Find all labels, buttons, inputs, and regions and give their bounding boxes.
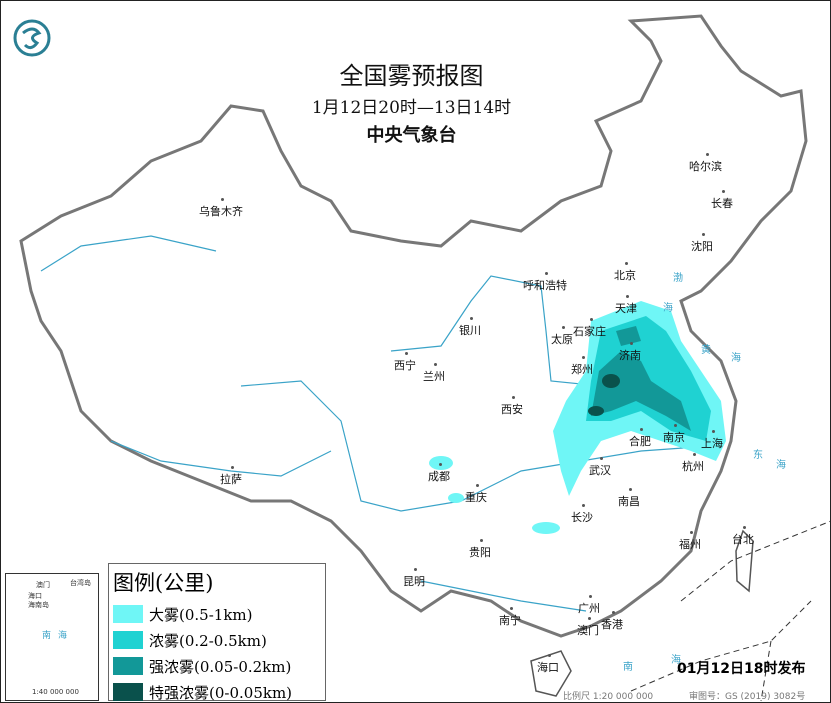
fog-areas — [429, 301, 726, 534]
scale-text: 比例尺 1:20 000 000 — [563, 692, 654, 702]
city-label: 北京 — [614, 262, 636, 282]
legend-item: 大雾(0.5-1km) — [113, 601, 321, 627]
pearl-river — [420, 580, 587, 612]
city-label: 南昌 — [618, 488, 640, 508]
city-label: 重庆 — [465, 484, 487, 504]
city-label: 贵阳 — [469, 539, 491, 559]
legend: 图例(公里) 大雾(0.5-1km) 浓雾(0.2-0.5km) 强浓雾(0.0… — [108, 563, 326, 702]
legend-item: 特强浓雾(0-0.05km) — [113, 679, 321, 702]
fog-area-extra-strong-fog — [588, 406, 604, 416]
map-title: 全国雾预报图 — [339, 62, 484, 90]
city-label: 合肥 — [629, 428, 651, 448]
city-label: 上海 — [701, 430, 723, 450]
legend-item: 强浓雾(0.05-0.2km) — [113, 653, 321, 679]
city-label: 杭州 — [682, 453, 704, 473]
city-label: 石家庄 — [573, 318, 606, 338]
city-label: 台北 — [732, 526, 754, 546]
city-label: 香港 — [601, 611, 623, 631]
city-label: 哈尔滨 — [689, 153, 722, 173]
inset-label: 海口 — [28, 592, 42, 600]
city-label: 武汉 — [589, 457, 611, 477]
fog-area-dense-fog — [532, 522, 560, 534]
forecast-period: 1月12日20时—13日14时 — [311, 98, 512, 118]
sea-label: 海 — [731, 353, 741, 364]
city-label: 长沙 — [571, 504, 593, 524]
sea-label: 渤 — [673, 273, 683, 284]
legend-swatch — [113, 605, 143, 623]
legend-swatch — [113, 631, 143, 649]
taiwan-island — [735, 529, 754, 593]
inset-label: 南 — [42, 631, 52, 641]
china-border — [19, 14, 808, 638]
sea-label: 东 — [753, 450, 763, 461]
city-label: 海口 — [537, 654, 559, 674]
city-label: 天津 — [615, 295, 637, 315]
issue-time: 01月12日18时发布 — [677, 661, 806, 677]
yarlung-river — [110, 440, 332, 477]
legend-label: 特强浓雾(0-0.05km) — [149, 683, 293, 702]
city-label: 太原 — [551, 326, 573, 346]
inset-scale: 1:40 000 000 — [32, 688, 79, 696]
inset-label: 海 — [58, 631, 68, 641]
city-label: 南京 — [663, 424, 685, 444]
sea-label: 海 — [671, 655, 681, 666]
city-label: 济南 — [619, 342, 641, 362]
city-label: 南宁 — [499, 607, 521, 627]
city-label: 成都 — [428, 463, 450, 483]
city-label: 郑州 — [571, 356, 593, 376]
legend-label: 大雾(0.5-1km) — [149, 605, 253, 624]
hainan-island — [530, 650, 572, 697]
legend-swatch — [113, 657, 143, 675]
fog-area-dense-fog — [448, 493, 464, 503]
city-label: 澳门 — [577, 617, 599, 637]
sea-label: 南 — [623, 662, 633, 673]
legend-swatch — [113, 683, 143, 701]
legend-label: 浓雾(0.2-0.5km) — [149, 631, 267, 650]
city-label: 兰州 — [423, 363, 445, 383]
sea-label: 黄 — [701, 345, 711, 356]
inset-label: 台湾岛 — [70, 579, 91, 587]
legend-title: 图例(公里) — [113, 571, 214, 595]
city-label: 西宁 — [394, 352, 416, 372]
city-label: 西安 — [501, 396, 523, 416]
city-label: 拉萨 — [220, 466, 242, 486]
issuer: 中央气象台 — [366, 125, 457, 146]
city-label: 沈阳 — [691, 233, 713, 253]
sea-label: 海 — [663, 303, 673, 314]
city-label: 广州 — [578, 595, 600, 615]
city-label: 乌鲁木齐 — [199, 198, 243, 218]
city-label: 银川 — [459, 317, 481, 337]
sea-boundary — [630, 520, 830, 702]
yangtze-river — [240, 380, 712, 512]
south-china-sea-inset: 澳门 台湾岛 海口 海南岛 南 海 1:40 000 000 — [5, 573, 99, 701]
inset-label: 澳门 — [36, 581, 50, 589]
approval-number: 审图号：GS (2019) 3082号 — [689, 692, 806, 702]
city-label: 福州 — [679, 531, 701, 551]
inset-label: 海南岛 — [28, 601, 49, 609]
legend-item: 浓雾(0.2-0.5km) — [113, 627, 321, 653]
tarim-river — [40, 235, 217, 272]
fog-area-strong-thick-fog — [591, 326, 691, 431]
sea-label: 海 — [776, 460, 786, 471]
legend-label: 强浓雾(0.05-0.2km) — [149, 657, 292, 676]
city-label: 长春 — [711, 190, 733, 210]
city-label: 昆明 — [403, 568, 425, 588]
city-label: 呼和浩特 — [523, 272, 567, 292]
fog-area-extra-strong-fog — [602, 374, 620, 388]
